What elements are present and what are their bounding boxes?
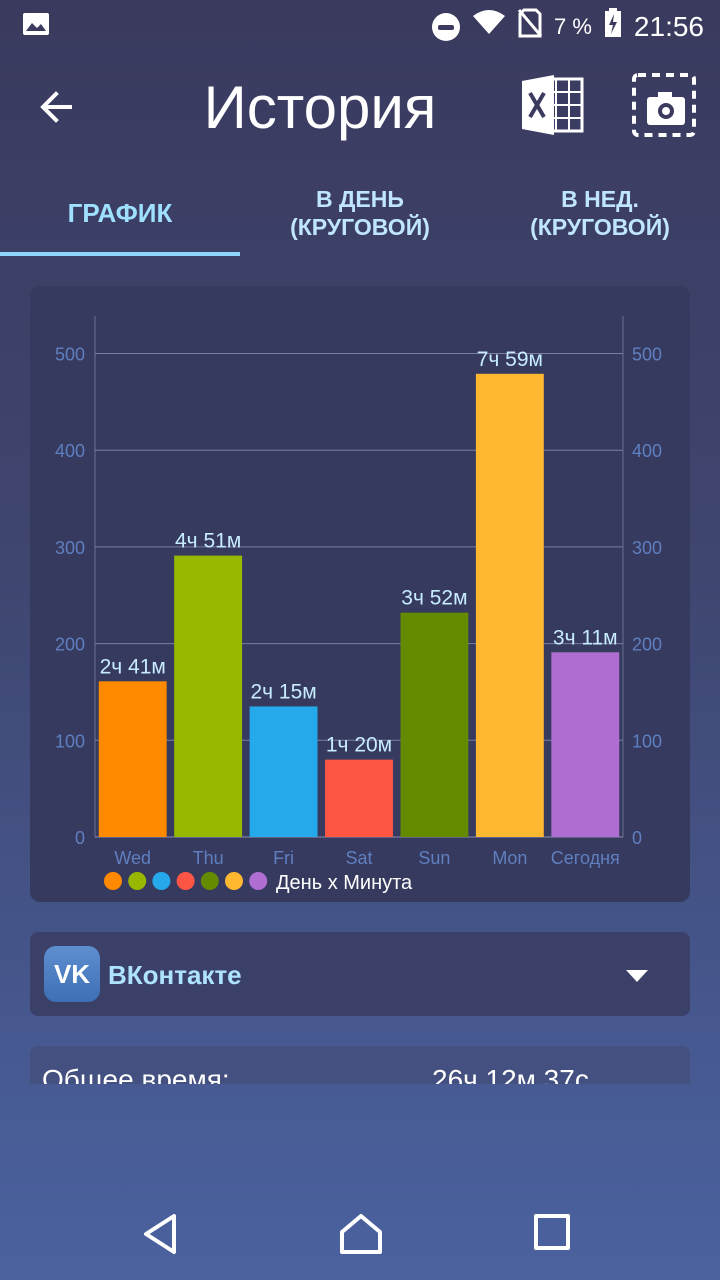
page-title: История — [203, 74, 437, 141]
bar — [325, 759, 393, 837]
nav-back-icon[interactable] — [140, 1212, 180, 1256]
navigation-bar — [0, 1190, 720, 1280]
y-tick-label-right: 400 — [632, 441, 662, 461]
vk-logo-icon: VK — [44, 946, 100, 1002]
y-tick-label-right: 0 — [632, 828, 642, 848]
tab-bar: ГРАФИК В ДЕНЬ (КРУГОВОЙ) В НЕД. (КРУГОВО… — [0, 170, 720, 256]
app-selector[interactable]: VK ВКонтакте — [30, 932, 690, 1016]
x-tick-label: Sat — [345, 848, 372, 868]
y-tick-label-left: 400 — [55, 441, 85, 461]
legend-swatch — [249, 872, 268, 890]
battery-charging-icon — [604, 8, 622, 45]
y-tick-label-right: 500 — [632, 345, 662, 365]
total-time-value: 26ч 12м 37с — [432, 1064, 589, 1084]
status-bar: 7 % 21:56 — [0, 0, 720, 50]
excel-export-icon — [522, 75, 584, 135]
battery-percent: 7 % — [554, 13, 592, 39]
legend-swatch — [200, 872, 219, 890]
x-tick-label: Fri — [273, 848, 294, 868]
camera-screenshot-icon — [632, 73, 696, 137]
tab-chart[interactable]: ГРАФИК — [67, 198, 173, 228]
nav-recents-icon[interactable] — [534, 1214, 570, 1250]
legend-swatch — [152, 872, 171, 890]
bar — [98, 681, 167, 837]
bar-data-label: 3ч 11м — [553, 626, 618, 649]
bar — [551, 652, 620, 837]
bar — [174, 555, 243, 837]
arrow-left-icon — [40, 91, 72, 123]
wifi-icon — [472, 10, 506, 43]
y-tick-label-left: 300 — [55, 538, 85, 558]
clock: 21:56 — [633, 10, 704, 42]
legend-swatch — [128, 872, 147, 890]
legend-swatch — [176, 872, 195, 890]
screenshot-button[interactable] — [630, 71, 698, 139]
y-tick-label-right: 100 — [632, 731, 662, 751]
bar-data-label: 2ч 15м — [250, 680, 316, 703]
bar-data-label: 3ч 52м — [401, 587, 467, 610]
y-tick-label-left: 100 — [55, 731, 85, 751]
tab-indicator — [0, 252, 240, 256]
bar-chart: 0 0 100 100 200 200 300 300 400 400 500 500 2ч 41м We… — [55, 316, 662, 894]
y-tick-label-right: 200 — [632, 635, 662, 655]
total-time-label: Общее время: — [42, 1064, 230, 1084]
app-name: ВКонтакте — [108, 960, 242, 990]
x-tick-label: Thu — [193, 848, 224, 868]
bar-data-label: 2ч 41м — [100, 655, 166, 678]
legend-label: День х Минута — [276, 872, 413, 894]
bar-data-label: 7ч 59м — [477, 348, 543, 371]
x-tick-label: Сегодня — [551, 848, 620, 868]
bar-data-label: 1ч 20м — [326, 734, 392, 757]
y-tick-label-left: 0 — [75, 828, 85, 848]
x-tick-label: Mon — [492, 848, 527, 868]
chart-card: 0 0 100 100 200 200 300 300 400 400 500 500 2ч 41м We… — [30, 286, 690, 902]
dropdown-arrow-icon[interactable] — [626, 970, 648, 982]
app-bar: История — [0, 55, 720, 165]
bar — [475, 373, 544, 837]
x-tick-label: Sun — [418, 848, 450, 868]
x-tick-label: Wed — [114, 848, 151, 868]
tab-daily-pie[interactable]: В ДЕНЬ (КРУГОВОЙ) — [290, 186, 430, 240]
y-tick-label-right: 300 — [632, 538, 662, 558]
bar-data-label: 4ч 51м — [175, 530, 241, 553]
image-icon — [22, 12, 50, 41]
y-tick-label-left: 500 — [55, 345, 85, 365]
no-sim-icon — [517, 8, 543, 45]
nav-home-icon[interactable] — [338, 1212, 384, 1256]
bar — [249, 706, 318, 837]
summary-card: Общее время: 26ч 12м 37с — [30, 1046, 690, 1084]
excel-export-button[interactable] — [518, 71, 586, 139]
tab-weekly-pie[interactable]: В НЕД. (КРУГОВОЙ) — [530, 186, 670, 240]
legend-swatch — [225, 872, 243, 890]
bar — [400, 612, 469, 837]
back-button[interactable] — [30, 80, 86, 136]
do-not-disturb-icon — [432, 12, 460, 41]
legend-swatch — [104, 872, 122, 890]
y-tick-label-left: 200 — [55, 635, 85, 655]
